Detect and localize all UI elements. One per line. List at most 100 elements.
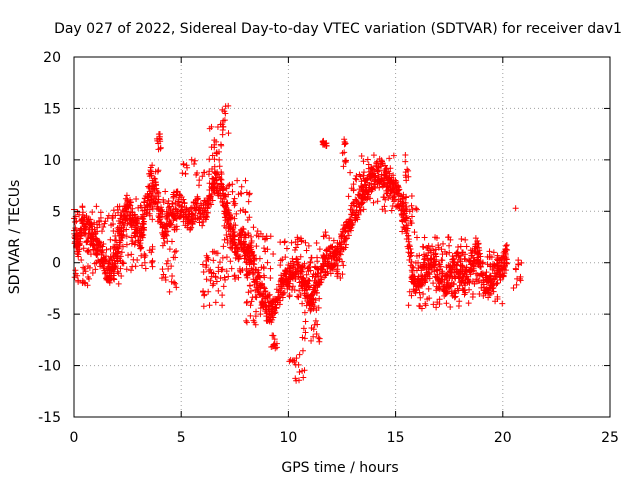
data-point bbox=[513, 281, 520, 288]
data-point bbox=[243, 256, 250, 263]
data-point bbox=[443, 264, 450, 271]
data-point bbox=[247, 258, 254, 265]
data-point bbox=[433, 304, 440, 311]
data-point bbox=[326, 248, 333, 255]
data-point bbox=[409, 263, 416, 270]
data-point bbox=[220, 184, 227, 191]
data-point bbox=[110, 250, 117, 257]
data-point bbox=[254, 228, 261, 235]
data-point bbox=[448, 269, 455, 276]
data-point bbox=[389, 203, 396, 210]
data-point bbox=[369, 186, 376, 193]
data-point bbox=[102, 275, 109, 282]
data-point bbox=[364, 156, 371, 163]
data-point bbox=[405, 232, 412, 239]
data-point bbox=[306, 296, 313, 303]
data-point bbox=[110, 220, 117, 227]
data-point bbox=[148, 188, 155, 195]
data-point bbox=[132, 233, 139, 240]
data-point bbox=[361, 181, 368, 188]
data-point bbox=[159, 242, 166, 249]
data-point bbox=[436, 296, 443, 303]
data-point bbox=[142, 252, 149, 259]
data-point bbox=[354, 214, 361, 221]
data-point bbox=[336, 255, 343, 262]
data-point bbox=[480, 292, 487, 299]
data-point bbox=[352, 175, 359, 182]
data-point bbox=[405, 173, 412, 180]
data-point bbox=[447, 283, 454, 290]
data-point bbox=[370, 199, 377, 206]
data-point bbox=[77, 225, 84, 232]
data-point bbox=[302, 239, 309, 246]
data-point bbox=[408, 202, 415, 209]
data-point bbox=[302, 318, 309, 325]
data-point bbox=[485, 294, 492, 301]
data-point bbox=[208, 273, 215, 280]
data-point bbox=[225, 273, 232, 280]
data-point bbox=[110, 275, 117, 282]
data-point bbox=[433, 267, 440, 274]
data-point bbox=[425, 285, 432, 292]
data-point bbox=[87, 251, 94, 258]
data-point bbox=[424, 244, 431, 251]
data-point bbox=[116, 203, 123, 210]
data-point bbox=[128, 251, 135, 258]
data-point bbox=[474, 271, 481, 278]
y-tick-label: 10 bbox=[43, 153, 61, 169]
data-point bbox=[277, 257, 284, 264]
data-point bbox=[383, 190, 390, 197]
data-point bbox=[133, 220, 140, 227]
data-point bbox=[261, 245, 268, 252]
data-point bbox=[218, 169, 225, 176]
data-point bbox=[493, 262, 500, 269]
x-tick-label: 20 bbox=[494, 430, 512, 446]
data-point bbox=[242, 177, 249, 184]
data-point bbox=[218, 142, 225, 149]
data-point bbox=[390, 194, 397, 201]
data-point bbox=[492, 298, 499, 305]
data-point bbox=[148, 249, 155, 256]
data-point bbox=[337, 275, 344, 282]
data-point bbox=[413, 206, 420, 213]
x-tick-label: 5 bbox=[177, 430, 186, 446]
data-point bbox=[466, 279, 473, 286]
data-point bbox=[91, 219, 98, 226]
data-point bbox=[296, 369, 303, 376]
data-point bbox=[451, 289, 458, 296]
data-point bbox=[86, 264, 93, 271]
data-point bbox=[149, 205, 156, 212]
data-point bbox=[223, 268, 230, 275]
data-point bbox=[459, 249, 466, 256]
data-point bbox=[311, 321, 318, 328]
data-point bbox=[84, 282, 91, 289]
data-point bbox=[415, 259, 422, 266]
data-point bbox=[247, 312, 254, 319]
data-point bbox=[334, 247, 341, 254]
data-point bbox=[80, 245, 87, 252]
data-point bbox=[171, 226, 178, 233]
data-point bbox=[153, 185, 160, 192]
data-point bbox=[490, 276, 497, 283]
data-point bbox=[219, 292, 226, 299]
data-point bbox=[269, 343, 276, 350]
data-point bbox=[164, 257, 171, 264]
data-point bbox=[120, 260, 127, 267]
data-point bbox=[321, 254, 328, 261]
data-point bbox=[407, 253, 414, 260]
data-point bbox=[219, 106, 226, 113]
data-point bbox=[443, 250, 450, 257]
data-point bbox=[435, 285, 442, 292]
data-point bbox=[229, 188, 236, 195]
data-point bbox=[299, 264, 306, 271]
data-point bbox=[305, 264, 312, 271]
data-point bbox=[142, 265, 149, 272]
data-point bbox=[422, 273, 429, 280]
data-point bbox=[203, 276, 210, 283]
data-point bbox=[350, 181, 357, 188]
data-point bbox=[158, 275, 165, 282]
data-point bbox=[358, 153, 365, 160]
data-point bbox=[213, 150, 220, 157]
data-point bbox=[201, 169, 208, 176]
data-point bbox=[313, 307, 320, 314]
